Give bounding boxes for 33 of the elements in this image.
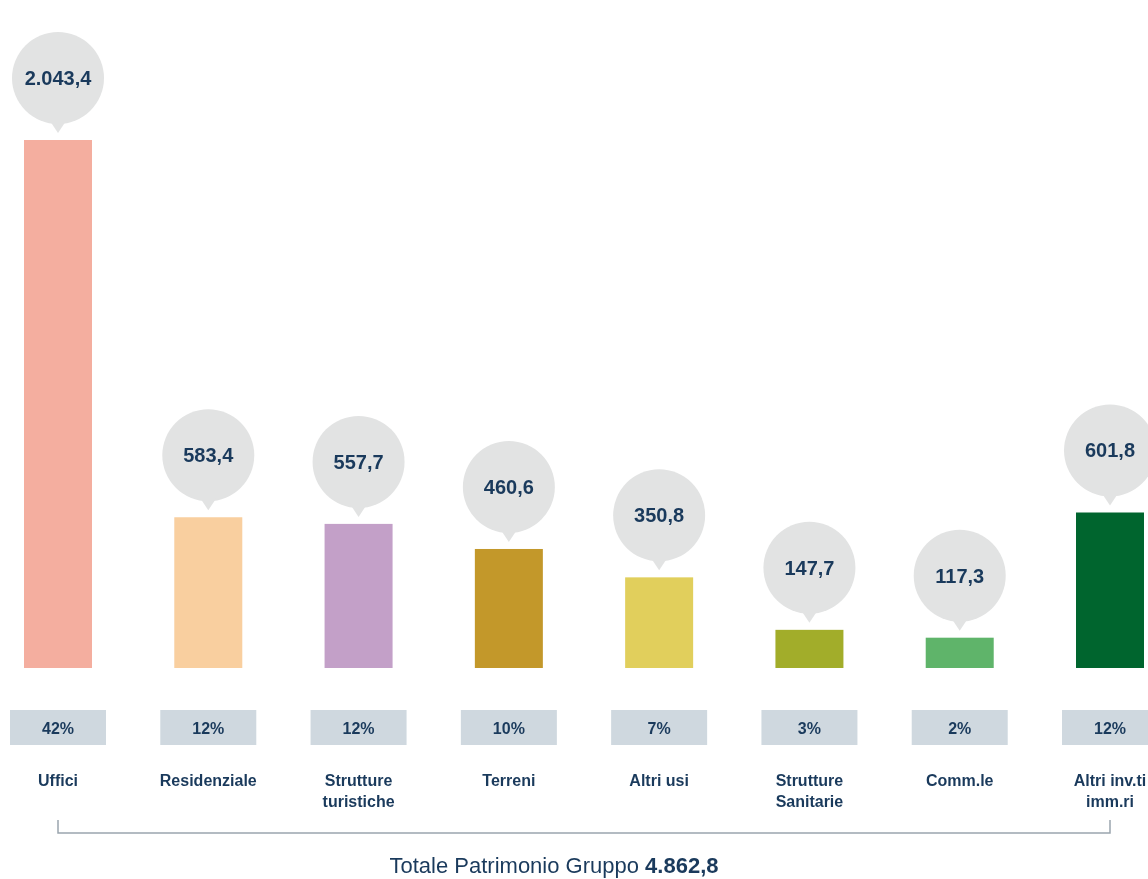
data-label: 557,7 <box>333 450 384 473</box>
text: 2% <box>948 720 972 737</box>
x-tick-label: Altri inv.ti imm.ri <box>1073 772 1147 810</box>
data-label: 601,8 <box>1084 439 1136 462</box>
text: 3% <box>797 720 821 737</box>
bar <box>775 629 844 668</box>
x-tick-label: Comm.le <box>925 772 994 789</box>
data-label: 147,7 <box>784 556 835 579</box>
data-label: 583,4 <box>183 444 235 467</box>
x-tick-label: Strutture Sanitarie <box>775 772 844 810</box>
text: 12% <box>192 720 225 737</box>
bar <box>24 140 92 668</box>
bar <box>1076 512 1144 668</box>
bar <box>474 548 543 668</box>
x-tick-label: Strutture turistiche <box>322 772 395 810</box>
x-tick-label: Terreni <box>482 772 536 789</box>
data-label: 460,6 <box>483 475 534 498</box>
data-label: 350,8 <box>634 504 685 527</box>
data-label: 117,3 <box>935 564 985 587</box>
text: 7% <box>647 720 671 737</box>
text: 10% <box>492 720 525 737</box>
bar <box>324 523 393 668</box>
text: 42% <box>41 720 75 737</box>
bar <box>625 577 694 668</box>
x-tick-label: Uffici <box>38 772 78 789</box>
bar <box>925 637 994 668</box>
text: Totale Patrimonio Gruppo 4.862,8 <box>389 853 719 878</box>
x-tick-label: Residenziale <box>159 772 257 789</box>
text: 12% <box>1093 720 1127 737</box>
x-tick-label: Altri usi <box>629 772 689 789</box>
text: 12% <box>342 720 375 737</box>
bar <box>174 517 243 668</box>
data-label: 2.043,4 <box>24 67 93 89</box>
